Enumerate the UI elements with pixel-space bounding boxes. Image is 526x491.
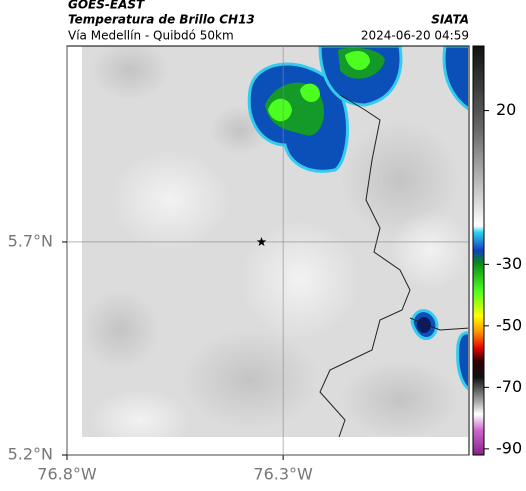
colorbar xyxy=(472,45,485,456)
colorbar-tick-label: -90 xyxy=(496,438,522,457)
x-tick-label: 76.8°W xyxy=(37,465,97,484)
colorbar-tick-label: 20 xyxy=(496,100,516,119)
colorbar-tick-label: -70 xyxy=(496,377,522,396)
colorbar-tick-label: -30 xyxy=(496,254,522,273)
location-marker xyxy=(256,237,267,246)
colorbar-tick-label: -50 xyxy=(496,315,522,334)
timestamp: 2024-06-20 04:59 xyxy=(361,29,469,43)
y-tick-label: 5.7°N xyxy=(8,231,53,250)
x-tick-label: 76.3°W xyxy=(253,465,313,484)
subtitle: Vía Medellín - Quibdó 50km xyxy=(68,29,234,43)
satellite-image xyxy=(82,46,468,437)
credit: SIATA xyxy=(431,13,469,27)
title: Temperatura de Brillo CH13 xyxy=(68,13,255,27)
y-tick-label: 5.2°N xyxy=(8,445,53,464)
source: GOES-EAST xyxy=(68,0,145,12)
